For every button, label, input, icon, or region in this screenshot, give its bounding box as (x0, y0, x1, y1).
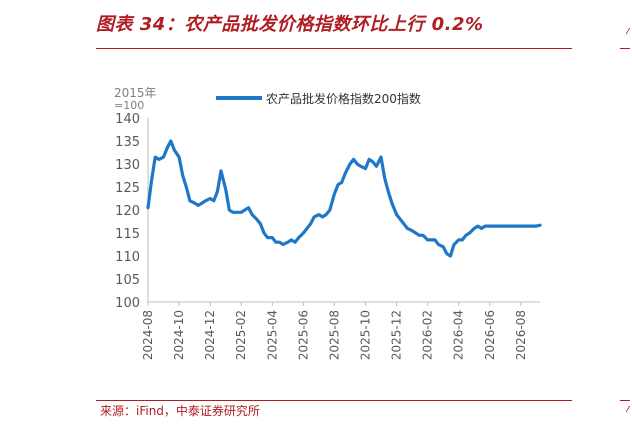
side-title-fragment: ⁄ (626, 26, 629, 40)
x-tick-label: 2024-10 (172, 310, 186, 360)
y-tick-label: 120 (115, 204, 140, 219)
side-source-fragment: ⁄ (626, 404, 629, 418)
x-tick-label: 2025-02 (234, 310, 248, 360)
plot-area (146, 139, 542, 258)
source-note: 来源：iFind，中泰证券研究所 (100, 404, 260, 418)
x-tick-label: 2025-10 (358, 310, 372, 360)
legend-label: 农产品批发价格指数200指数 (266, 91, 421, 106)
source-rule (96, 400, 572, 401)
y-axis: 100 105 110 115 120 125 130 135 140 (115, 112, 149, 311)
y-unit-line-2: =100 (114, 99, 145, 112)
x-axis: 2024-08 2024-10 2024-12 2025-02 2025-04 2025-… (141, 301, 540, 360)
y-tick-label: 100 (115, 296, 140, 311)
x-tick-label: 2026-02 (421, 310, 435, 360)
side-rule-bottom (620, 400, 630, 401)
x-tick-label: 2026-06 (483, 310, 497, 360)
series-line (146, 139, 542, 258)
x-tick-label: 2025-12 (390, 310, 404, 360)
y-tick-label: 140 (115, 112, 140, 127)
x-tick-label: 2024-12 (203, 310, 217, 360)
x-tick-label: 2026-04 (452, 310, 466, 360)
legend: 农产品批发价格指数200指数 (216, 91, 421, 106)
y-tick-label: 115 (115, 227, 140, 242)
side-rule-top (620, 48, 630, 49)
y-tick-label: 125 (115, 181, 140, 196)
x-tick-label: 2025-08 (327, 310, 341, 360)
x-tick-label: 2025-06 (296, 310, 310, 360)
x-tick-label: 2024-08 (141, 310, 155, 360)
figure-title: 图表 34：农产品批发价格指数环比上行 0.2% (96, 14, 484, 35)
y-tick-label: 105 (115, 273, 140, 288)
y-tick-label: 110 (115, 250, 140, 265)
y-tick-label: 135 (115, 135, 140, 150)
x-tick-label: 2026-08 (514, 310, 528, 360)
title-rule (96, 48, 572, 49)
y-unit-line-1: 2015年 (114, 86, 157, 100)
x-tick-label: 2025-04 (265, 310, 279, 360)
y-tick-label: 130 (115, 158, 140, 173)
